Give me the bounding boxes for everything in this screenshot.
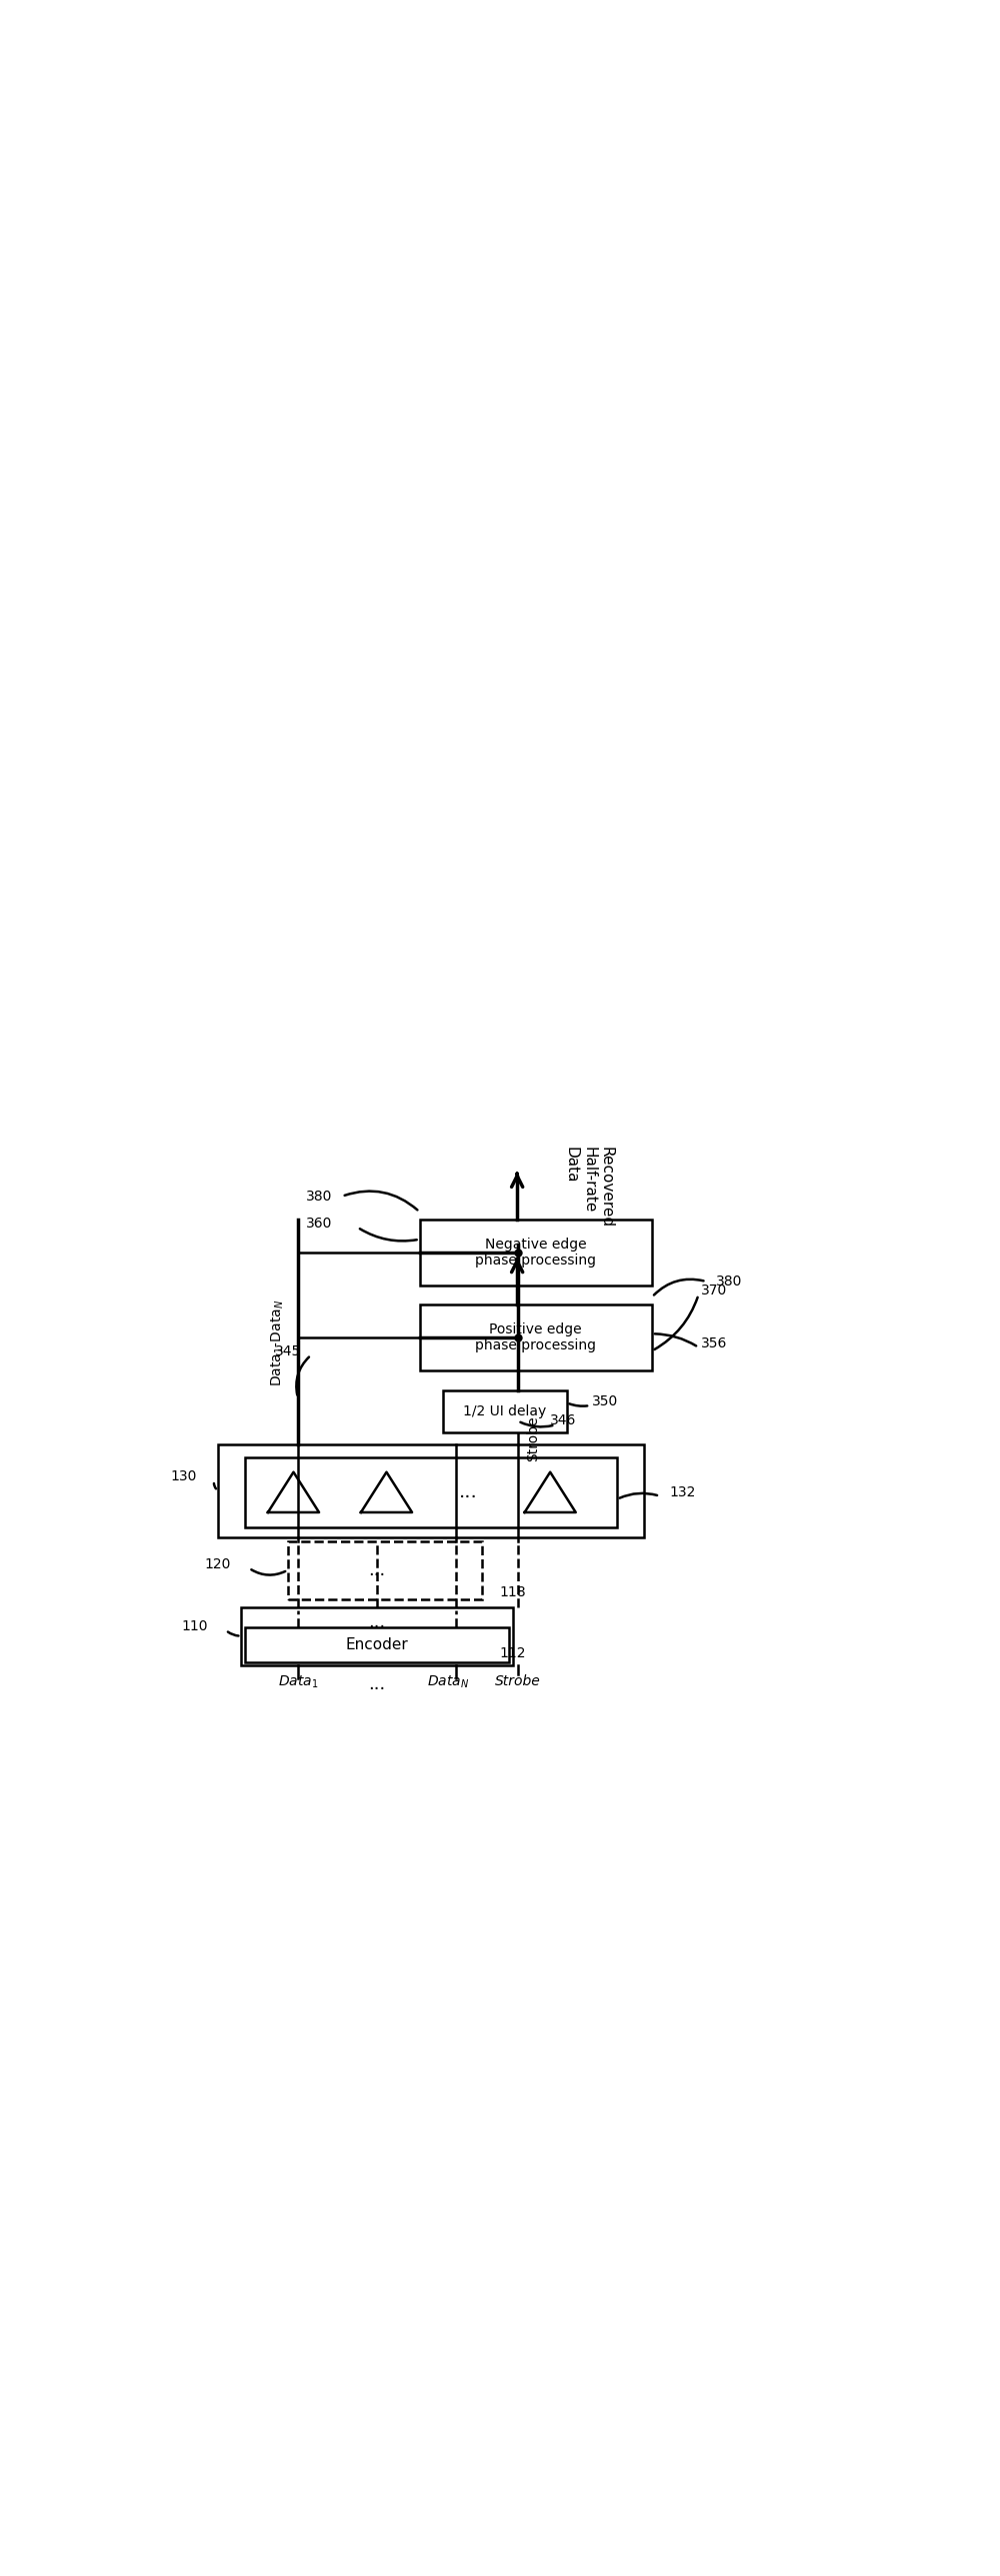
Text: 346: 346 — [550, 1414, 576, 1427]
Text: 350: 350 — [592, 1394, 619, 1409]
Text: ...: ... — [459, 1484, 478, 1502]
Text: ...: ... — [368, 1561, 386, 1579]
Text: 380: 380 — [306, 1190, 332, 1203]
Bar — [241, 1607, 512, 1664]
Text: Strobe: Strobe — [526, 1417, 540, 1461]
Text: Data$_1$-Data$_N$: Data$_1$-Data$_N$ — [270, 1298, 286, 1386]
Text: 370: 370 — [701, 1283, 727, 1298]
Text: ...: ... — [368, 1674, 386, 1692]
Text: Data$_N$: Data$_N$ — [427, 1674, 469, 1690]
Text: Strobe: Strobe — [495, 1674, 541, 1687]
Text: Positive edge
phase processing: Positive edge phase processing — [475, 1321, 596, 1352]
Bar — [245, 1628, 509, 1662]
Bar — [288, 1540, 482, 1600]
Text: 132: 132 — [670, 1486, 696, 1499]
Text: 110: 110 — [182, 1620, 208, 1633]
Text: Encoder: Encoder — [346, 1638, 408, 1654]
Bar — [245, 1458, 617, 1528]
Text: 1/2 UI delay: 1/2 UI delay — [463, 1404, 546, 1419]
Text: 380: 380 — [716, 1275, 743, 1288]
Text: Data$_1$: Data$_1$ — [278, 1674, 318, 1690]
Text: 356: 356 — [701, 1337, 727, 1350]
Text: 118: 118 — [499, 1587, 526, 1600]
Text: 345: 345 — [275, 1345, 301, 1358]
Text: Recovered
Half-rate
Data: Recovered Half-rate Data — [564, 1146, 613, 1226]
Bar — [420, 1306, 652, 1370]
Text: 360: 360 — [306, 1216, 332, 1231]
Bar — [218, 1445, 644, 1538]
Text: Negative edge
phase processing: Negative edge phase processing — [475, 1236, 596, 1267]
Text: ...: ... — [368, 1613, 386, 1631]
Bar — [443, 1391, 567, 1432]
Text: 130: 130 — [170, 1471, 196, 1484]
Text: 120: 120 — [205, 1556, 231, 1571]
Bar — [420, 1218, 652, 1285]
Text: 112: 112 — [499, 1646, 526, 1662]
